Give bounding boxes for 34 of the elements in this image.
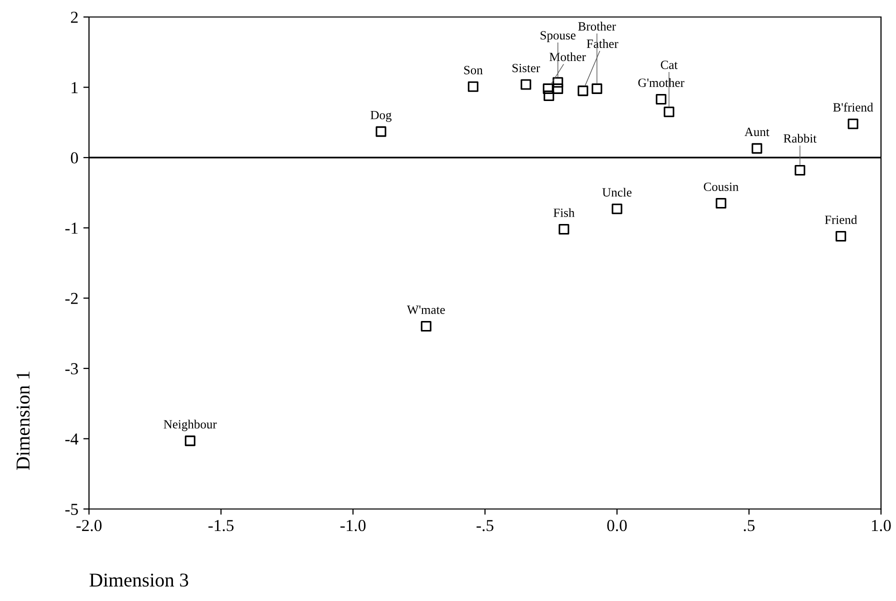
annotation: B'friend xyxy=(833,102,874,112)
x-tick-label: .5 xyxy=(744,520,755,532)
annotation: Friend xyxy=(824,215,858,224)
annotation: Neighbour xyxy=(164,420,217,432)
annotation: Son xyxy=(464,66,483,74)
x-tick-label: -.5 xyxy=(476,520,494,532)
y-axis-title: Dimension 1 xyxy=(16,372,30,470)
annotation: G'mother xyxy=(638,78,684,87)
x-tick-label: -2.0 xyxy=(76,520,102,532)
annotation: Rabbit xyxy=(784,134,817,143)
y-tick-label: 1 xyxy=(72,82,78,94)
x-tick-label: -1.0 xyxy=(340,520,366,532)
y-tick-label: 2 xyxy=(70,12,78,23)
annotation: Spouse xyxy=(540,31,576,42)
annotation: Sister xyxy=(512,64,540,72)
x-tick-label: 0.0 xyxy=(607,520,627,532)
y-tick-label: -4 xyxy=(65,434,78,444)
x-tick-label: 1.0 xyxy=(872,520,891,532)
annotation: W'mate xyxy=(406,306,445,314)
annotation: Fish xyxy=(554,208,575,217)
y-tick-label: -2 xyxy=(65,292,78,304)
y-tick-label: 0 xyxy=(70,152,78,164)
x-tick-label: -1.5 xyxy=(208,520,234,532)
y-tick-label: -5 xyxy=(65,504,78,515)
annotation: Cat xyxy=(660,60,678,70)
annotation: Cousin xyxy=(704,182,739,191)
annotation: Brother xyxy=(578,22,616,31)
annotation: Aunt xyxy=(744,128,770,136)
annotation: Uncle xyxy=(602,188,632,197)
annotation: Dog xyxy=(370,110,392,122)
annotation: Father xyxy=(586,39,618,48)
x-axis-title: Dimension 3 xyxy=(90,574,188,587)
y-tick-label: -3 xyxy=(65,363,78,374)
y-tick-label: -1 xyxy=(65,222,78,234)
